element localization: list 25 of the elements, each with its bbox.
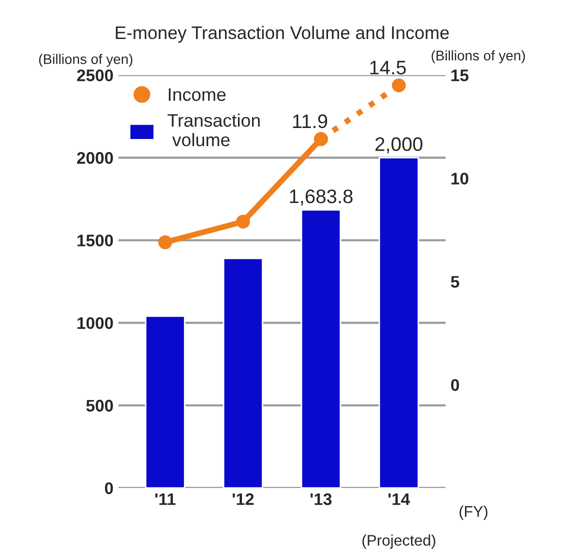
y-tick-label: 1500: [78, 234, 113, 246]
y-tick-label: 2500: [77, 69, 113, 82]
legend-label: Transaction volume: [168, 114, 260, 146]
data-label: 1,683.8: [290, 189, 353, 206]
y-axis-title: (Billions of yen): [39, 54, 132, 67]
data-label: 14.5: [370, 60, 406, 74]
y2-tick-label: 0: [451, 379, 460, 391]
y2-tick-label: 5: [450, 276, 460, 288]
y-tick-label: 2000: [77, 152, 113, 164]
text: (Projected): [362, 534, 436, 549]
data-label: 2,000: [375, 137, 422, 154]
y-tick-label: 500: [86, 400, 113, 412]
chart-title: E-money Transaction Volume and Income: [116, 26, 449, 43]
x-tick-label: '11: [155, 493, 176, 505]
x-tick-label: '13: [310, 493, 332, 506]
text: (FY): [460, 506, 488, 520]
y-tick-label: 1000: [78, 317, 113, 330]
y2-tick-label: 10: [451, 172, 468, 184]
x-tick-label: '12: [232, 493, 254, 505]
y-tick-label: 0: [104, 482, 113, 494]
x-tick-label: '14: [388, 493, 410, 505]
data-label: 11.9: [293, 114, 328, 128]
y2-axis-title: (Billions of yen): [432, 50, 525, 64]
y2-tick-label: 15: [451, 70, 468, 82]
legend-label: Income: [168, 88, 226, 101]
